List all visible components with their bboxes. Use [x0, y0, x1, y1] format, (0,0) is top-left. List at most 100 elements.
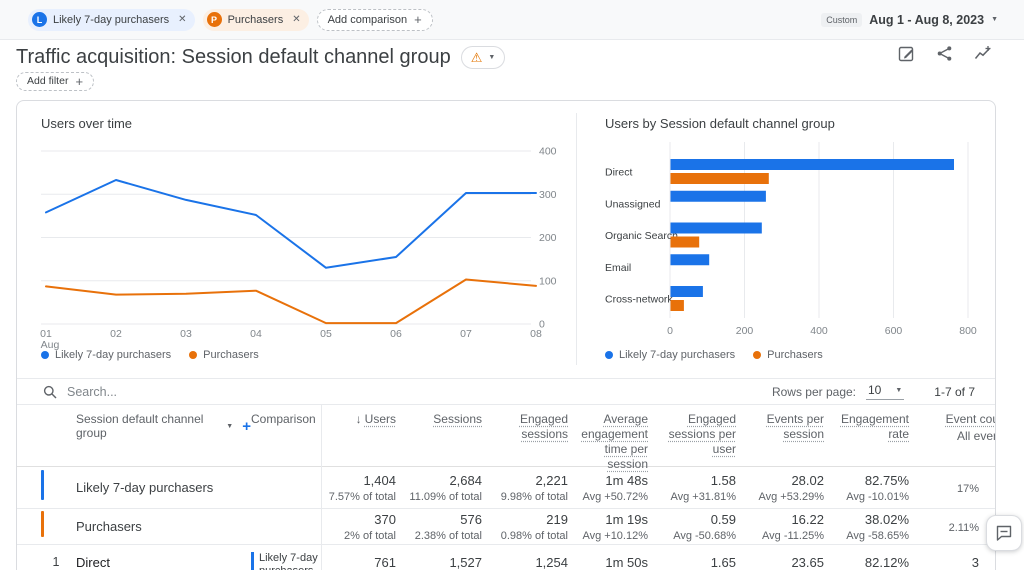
add-comparison-button[interactable]: Add comparison +: [316, 8, 433, 31]
metric-cell-events-per-session: 28.02 Avg +53.29%: [758, 472, 824, 503]
chart-divider: [576, 113, 577, 365]
table-row-summary-likely-7-day-purchasers: Likely 7-day purchasers 1,404 7.57% of to…: [17, 467, 995, 509]
chevron-down-icon: ▼: [895, 386, 903, 394]
legend-item: Purchasers: [189, 349, 259, 361]
chart-legend: Likely 7-day purchasers Purchasers: [41, 349, 259, 361]
table-row-direct[interactable]: 1 Direct Likely 7-day purchasers 761 1,5…: [17, 545, 995, 570]
edit-report-button[interactable]: [898, 45, 915, 62]
chevron-down-icon[interactable]: ▼: [226, 422, 234, 430]
svg-text:04: 04: [250, 328, 262, 340]
feedback-icon: [996, 525, 1012, 541]
comparison-chip-label: Likely 7-day purchasers: [53, 13, 170, 26]
column-header-avg-engagement-time[interactable]: Average engagement time per session: [581, 412, 648, 471]
event-count-scope-label[interactable]: All events: [956, 429, 995, 443]
share-icon: [937, 46, 952, 61]
metric-cell-users: 370 2% of total: [344, 511, 396, 542]
metric-cell-engaged-sessions-per-user: 1.58 Avg +31.81%: [670, 472, 736, 503]
search-input[interactable]: [67, 384, 367, 399]
insights-button[interactable]: [974, 45, 992, 62]
metric-cell-engaged-sessions: 2,221 9.98% of total: [500, 472, 568, 503]
chevron-down-icon: ▼: [488, 53, 496, 61]
svg-text:300: 300: [539, 189, 557, 201]
metric-cell-event-count: 3: [971, 555, 979, 570]
warning-icon: ⚠: [470, 49, 483, 65]
table-row-summary-purchasers: Purchasers 370 2% of total 576 2.38% of to…: [17, 509, 995, 545]
metric-cell-avg-engagement-time: 1m 50s: [605, 555, 648, 570]
plus-icon: +: [414, 12, 422, 27]
column-header-events-per-session[interactable]: Events per session: [766, 412, 824, 441]
comparison-chips: L Likely 7-day purchasers ✕ P Purchasers…: [28, 8, 433, 31]
metric-cell-sessions: 1,527: [449, 555, 482, 570]
metric-cell-engagement-rate: 82.75% Avg -10.01%: [846, 472, 909, 503]
dimension-header-label: Session default channel group: [76, 412, 204, 440]
close-icon[interactable]: ✕: [292, 14, 301, 25]
add-filter-label: Add filter: [27, 75, 69, 87]
svg-text:200: 200: [539, 232, 557, 244]
metric-cell-users: 1,404 7.57% of total: [328, 472, 396, 503]
column-header-sessions[interactable]: Sessions: [433, 412, 482, 426]
svg-text:05: 05: [320, 328, 332, 340]
svg-text:08: 08: [530, 328, 542, 340]
date-range-picker[interactable]: Custom Aug 1 - Aug 8, 2023 ▼: [821, 12, 998, 27]
svg-text:200: 200: [736, 325, 754, 337]
data-quality-dropdown[interactable]: ⚠ ▼: [460, 45, 506, 69]
comparison-chip-likely-7-day-purchasers[interactable]: L Likely 7-day purchasers ✕: [28, 8, 195, 31]
date-range-value: Aug 1 - Aug 8, 2023: [869, 12, 985, 27]
feedback-button[interactable]: [986, 515, 1022, 551]
report-header: Traffic acquisition: Session default cha…: [0, 40, 1024, 74]
metric-cell-engaged-sessions: 1,254: [535, 555, 568, 570]
svg-text:Unassigned: Unassigned: [605, 198, 661, 210]
comparison-cell: Likely 7-day purchasers: [251, 552, 321, 570]
chevron-down-icon: ▼: [991, 16, 998, 23]
column-header-engagement-rate[interactable]: Engagement rate: [840, 412, 909, 441]
metric-cell-engaged-sessions: 219 0.98% of total: [500, 511, 568, 542]
column-header-dimension[interactable]: Session default channel group ▼ +: [71, 412, 251, 440]
svg-text:01: 01: [40, 328, 52, 340]
column-header-users[interactable]: ↓ Users: [355, 412, 396, 426]
series-color-dot: [189, 351, 198, 359]
share-button[interactable]: [936, 45, 953, 62]
summary-row-label: Purchasers: [76, 519, 142, 534]
edit-report-icon: [898, 46, 914, 62]
insights-icon: [974, 46, 991, 59]
page-title: Traffic acquisition: Session default cha…: [16, 45, 451, 68]
rows-per-page-value: 10: [868, 383, 882, 397]
add-filter-button[interactable]: Add filter +: [16, 71, 95, 91]
comparison-accent-bar: [41, 470, 44, 500]
column-header-engaged-sessions-per-user[interactable]: Engaged sessions per user: [668, 412, 736, 456]
summary-row-label: Likely 7-day purchasers: [76, 480, 214, 495]
comparison-badge: L: [32, 12, 47, 27]
svg-text:0: 0: [667, 325, 673, 337]
dimension-value: Direct: [76, 555, 110, 570]
close-icon[interactable]: ✕: [178, 14, 187, 25]
svg-text:400: 400: [539, 146, 557, 158]
metric-cell-event-count: 2.11%: [948, 522, 979, 534]
comparison-chip-purchasers[interactable]: P Purchasers ✕: [202, 8, 309, 31]
svg-text:03: 03: [180, 328, 192, 340]
table-toolbar: Rows per page: 10 ▼ 1-7 of 7: [17, 378, 995, 405]
legend-item: Likely 7-day purchasers: [605, 349, 735, 361]
pagination-label: 1-7 of 7: [934, 384, 975, 399]
column-header-engaged-sessions[interactable]: Engaged sessions: [519, 412, 568, 441]
topbar: L Likely 7-day purchasers ✕ P Purchasers…: [0, 0, 1024, 40]
rows-per-page-select[interactable]: 10 ▼: [866, 383, 905, 400]
table-header-row: Session default channel group ▼ + Compar…: [17, 405, 995, 471]
comparison-badge: P: [206, 12, 222, 27]
legend-label: Likely 7-day purchasers: [55, 349, 172, 361]
rows-per-page-label: Rows per page:: [771, 384, 856, 399]
add-dimension-icon[interactable]: +: [242, 417, 251, 435]
legend-label: Purchasers: [203, 349, 259, 361]
svg-text:07: 07: [460, 328, 472, 340]
svg-text:Email: Email: [605, 262, 631, 274]
legend-item: Purchasers: [753, 349, 823, 361]
metric-cell-avg-engagement-time: 1m 48s Avg +50.72%: [582, 472, 648, 503]
svg-text:600: 600: [885, 325, 903, 337]
column-header-event-count[interactable]: Event count All events: [909, 412, 995, 444]
date-range-type-badge: Custom: [821, 12, 863, 27]
svg-text:02: 02: [110, 328, 122, 340]
search-icon: [43, 385, 57, 398]
svg-text:800: 800: [959, 325, 977, 337]
series-color-dot: [41, 351, 49, 359]
